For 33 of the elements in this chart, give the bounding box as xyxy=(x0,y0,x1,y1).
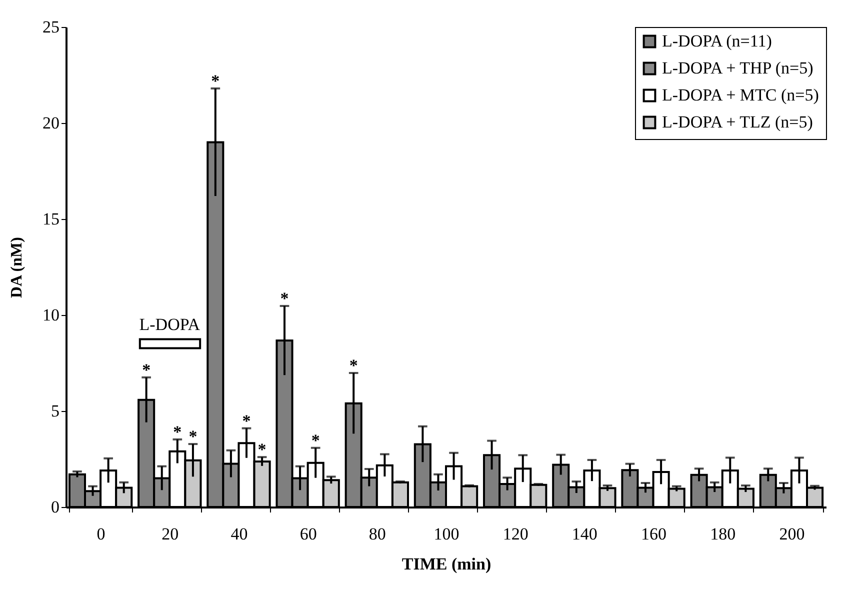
y-tick-label: 15 xyxy=(42,210,60,228)
data-label: * xyxy=(242,411,251,430)
data-label: * xyxy=(188,427,198,446)
legend-label: L-DOPA + MTC (n=5) xyxy=(662,86,819,104)
y-tick-label: 20 xyxy=(42,114,60,132)
y-tick-label: 5 xyxy=(51,402,60,420)
x-tick-label: 60 xyxy=(300,524,317,544)
y-axis-title: DA (nM) xyxy=(8,237,26,298)
data-label: * xyxy=(349,356,358,375)
x-tick-label: 160 xyxy=(641,524,667,544)
data-label: * xyxy=(258,440,266,460)
x-tick-label: 100 xyxy=(434,524,460,544)
x-tick-label: 180 xyxy=(710,524,736,544)
x-axis-title: TIME (min) xyxy=(402,554,492,574)
legend-label: L-DOPA (n=11) xyxy=(662,32,772,50)
y-tick-label: 10 xyxy=(42,306,60,324)
data-label: * xyxy=(173,422,182,442)
y-tick-label: 25 xyxy=(42,18,60,36)
data-label: * xyxy=(211,71,220,90)
x-tick-label: 0 xyxy=(96,524,106,544)
legend-label: L-DOPA + THP (n=5) xyxy=(662,58,814,78)
annotation: L-DOPA xyxy=(139,315,201,334)
x-tick-label: 140 xyxy=(572,524,598,544)
legend-label: L-DOPA + TLZ (n=5) xyxy=(662,112,813,132)
data-label: * xyxy=(142,360,151,380)
x-tick-label: 200 xyxy=(779,524,805,544)
data-label: * xyxy=(311,430,320,450)
x-tick-label: 40 xyxy=(230,524,248,544)
y-tick-label: 0 xyxy=(51,498,60,516)
x-tick-label: 80 xyxy=(368,524,386,544)
x-tick-label: 120 xyxy=(502,524,528,544)
x-tick-label: 20 xyxy=(162,524,179,544)
data-label: * xyxy=(280,288,289,308)
